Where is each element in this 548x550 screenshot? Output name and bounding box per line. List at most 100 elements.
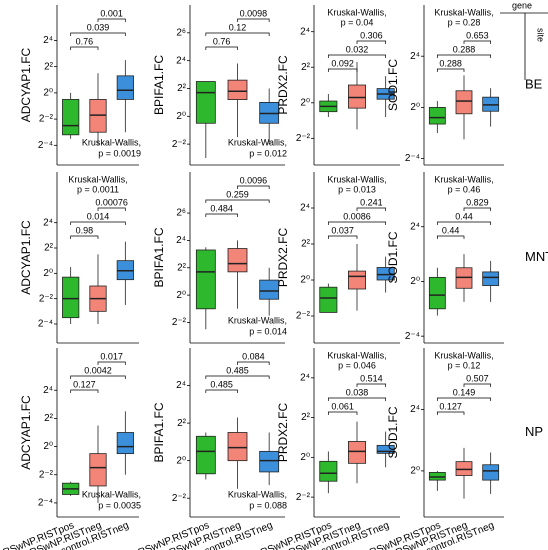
- p-value-label: 0.039: [87, 22, 110, 32]
- kw-title: Kruskal-Wallis,: [228, 137, 287, 147]
- y-tick-label: 2⁶: [176, 27, 186, 38]
- p-value-label: 0.092: [331, 58, 354, 68]
- comparison-bracket: [70, 389, 99, 393]
- box: [319, 460, 338, 482]
- kw-p: p = 0.046: [338, 360, 376, 370]
- y-tick-label: 2⁴: [176, 235, 186, 246]
- y-axis-label: ADCYAP1.FC: [19, 47, 33, 122]
- y-tick-label: 2⁰: [300, 275, 310, 286]
- comparison-bracket: [205, 199, 270, 203]
- kw-p: p = 0.0035: [98, 500, 141, 510]
- box: [455, 461, 473, 476]
- p-value-label: 0.44: [442, 225, 460, 235]
- y-axis-label: ADCYAP1.FC: [19, 220, 33, 295]
- comparison-bracket: [356, 207, 387, 211]
- y-tick-label: 2⁴: [43, 35, 53, 46]
- y-tick-label: 2⁻²: [39, 114, 54, 125]
- comparison-bracket: [70, 32, 126, 36]
- p-value-label: 0.0096: [240, 175, 268, 185]
- p-value-label: 0.014: [87, 211, 110, 221]
- kw-p: p = 0.04: [341, 17, 374, 27]
- col-facet-label: gene: [512, 0, 532, 10]
- p-value-label: 0.241: [360, 197, 383, 207]
- y-tick-label: 2⁻²: [39, 293, 54, 304]
- y-axis-label: PRDX2.FC: [276, 227, 290, 287]
- comparison-bracket: [436, 411, 465, 415]
- kw-p: p = 0.46: [448, 184, 481, 194]
- p-value-label: 0.485: [210, 379, 233, 389]
- y-tick-label: 2⁰: [300, 452, 310, 463]
- box: [62, 99, 80, 136]
- comparison-bracket: [205, 375, 270, 379]
- y-tick-label: 2⁴: [43, 385, 53, 396]
- box: [227, 432, 248, 462]
- y-tick-label: 2⁴: [176, 380, 186, 391]
- comparison-bracket: [205, 46, 238, 50]
- p-value-label: 0.0098: [240, 8, 268, 18]
- y-tick-label: 2⁰: [43, 268, 53, 279]
- comparison-bracket: [327, 397, 387, 401]
- box: [347, 84, 366, 109]
- y-tick-label: 2⁰: [176, 290, 186, 301]
- kw-title: Kruskal-Wallis,: [228, 489, 287, 499]
- box: [347, 441, 366, 464]
- y-tick-label: 2²: [177, 83, 187, 94]
- y-tick-label: 2²: [44, 61, 54, 72]
- y-tick-label: 2²: [177, 262, 187, 273]
- p-value-label: 0.001: [100, 8, 123, 18]
- y-axis-label: SOD1.FC: [386, 231, 400, 283]
- y-axis-label: BPIFA1.FC: [152, 227, 166, 287]
- comparison-bracket: [70, 235, 99, 239]
- comparison-bracket: [327, 54, 387, 58]
- kw-title: Kruskal-Wallis,: [434, 350, 493, 360]
- comparison-bracket: [70, 375, 126, 379]
- p-value-label: 0.149: [453, 387, 476, 397]
- comparison-bracket: [327, 68, 358, 72]
- p-value-label: 0.653: [466, 30, 489, 40]
- box: [482, 271, 500, 286]
- p-value-label: 0.12: [229, 22, 247, 32]
- p-value-label: 0.288: [453, 44, 476, 54]
- comparison-bracket: [237, 185, 270, 189]
- y-tick-label: 2²: [44, 413, 54, 424]
- y-tick-label: 2²: [301, 62, 311, 73]
- kw-title: Kruskal-Wallis,: [82, 137, 141, 147]
- p-value-label: 0.061: [331, 401, 354, 411]
- kw-p: p = 0.0019: [98, 148, 141, 158]
- comparison-bracket: [327, 235, 358, 239]
- y-tick-label: 2⁴: [410, 404, 420, 415]
- y-axis-label: PRDX2.FC: [276, 402, 290, 462]
- kw-title: Kruskal-Wallis,: [434, 174, 493, 184]
- y-tick-label: 2⁻²: [172, 493, 187, 504]
- p-value-label: 0.032: [346, 44, 369, 54]
- comparison-bracket: [205, 213, 238, 217]
- p-value-label: 0.127: [73, 379, 96, 389]
- kw-p: p = 0.28: [448, 17, 481, 27]
- box: [195, 249, 216, 310]
- box: [259, 450, 280, 473]
- comparison-bracket: [237, 18, 270, 22]
- y-tick-label: 2⁻⁴: [38, 140, 53, 151]
- y-tick-label: 2²: [301, 412, 311, 423]
- kw-title: Kruskal-Wallis,: [228, 315, 287, 325]
- box: [227, 248, 248, 273]
- kw-p: p = 0.088: [249, 500, 287, 510]
- y-tick-label: 2⁰: [410, 466, 420, 477]
- p-value-label: 0.829: [466, 197, 489, 207]
- y-axis-label: SOD1.FC: [386, 59, 400, 111]
- p-value-label: 0.514: [360, 373, 383, 383]
- comparison-bracket: [436, 235, 465, 239]
- p-value-label: 0.76: [213, 36, 231, 46]
- p-value-label: 0.44: [455, 211, 473, 221]
- kw-title: Kruskal-Wallis,: [82, 489, 141, 499]
- kw-title: Kruskal-Wallis,: [327, 350, 386, 360]
- box: [195, 435, 216, 475]
- y-tick-label: 2⁰: [43, 88, 53, 99]
- y-tick-label: 2²: [301, 239, 311, 250]
- box: [227, 79, 248, 100]
- y-tick-label: 2²: [44, 243, 54, 254]
- kw-p: p = 0.0011: [77, 184, 119, 194]
- p-value-label: 0.507: [466, 373, 489, 383]
- y-axis-label: SOD1.FC: [386, 406, 400, 458]
- y-tick-label: 2⁻²: [172, 139, 187, 150]
